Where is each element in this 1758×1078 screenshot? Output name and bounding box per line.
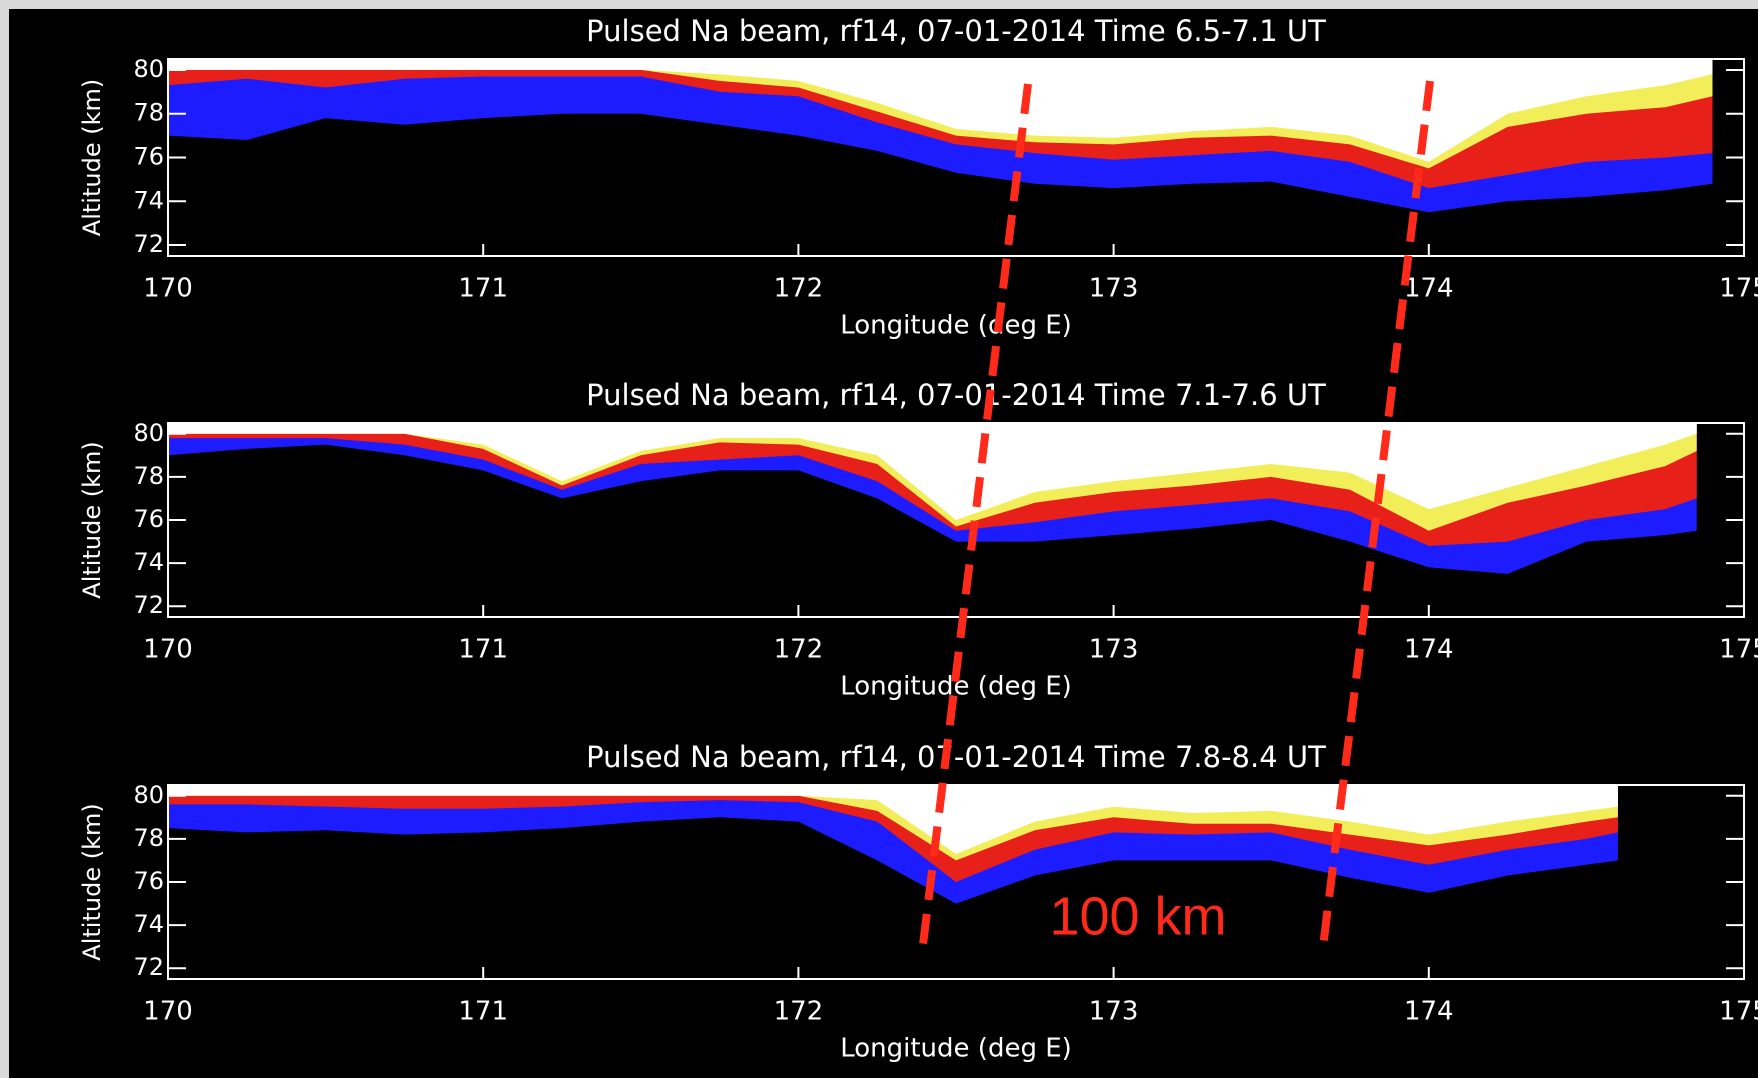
y-tick-label: 80 — [133, 781, 164, 809]
y-tick-label: 74 — [133, 186, 164, 214]
panel-title: Pulsed Na beam, rf14, 07-01-2014 Time 7.… — [586, 378, 1326, 412]
x-tick-label: 174 — [1404, 997, 1454, 1027]
wave-front-lines — [918, 80, 1434, 954]
x-tick-label: 174 — [1404, 274, 1454, 304]
y-tick-label: 78 — [133, 462, 164, 490]
panel-title: Pulsed Na beam, rf14, 07-01-2014 Time 6.… — [586, 14, 1326, 48]
y-axis-label: Altitude (km) — [78, 803, 106, 960]
y-tick-label: 76 — [133, 505, 164, 533]
y-tick-label: 80 — [133, 419, 164, 447]
contour-band — [168, 423, 1697, 520]
x-tick-label: 171 — [458, 997, 508, 1027]
y-tick-label: 80 — [133, 55, 164, 83]
x-tick-label: 172 — [774, 274, 824, 304]
x-tick-label: 173 — [1089, 635, 1139, 665]
panel-title: Pulsed Na beam, rf14, 07-01-2014 Time 7.… — [586, 740, 1326, 774]
contour-band — [168, 785, 1618, 854]
dashed-line — [1319, 80, 1434, 948]
dashed-line — [918, 83, 1032, 954]
x-tick-label: 173 — [1089, 997, 1139, 1027]
y-tick-label: 72 — [133, 953, 164, 981]
x-axis-label: Longitude (deg E) — [840, 1034, 1072, 1064]
x-axis-label: Longitude (deg E) — [840, 311, 1072, 341]
y-tick-label: 72 — [133, 591, 164, 619]
x-tick-label: 175 — [1719, 997, 1758, 1027]
y-tick-label: 78 — [133, 99, 164, 127]
x-tick-label: 171 — [458, 635, 508, 665]
panel: Pulsed Na beam, rf14, 07-01-2014 Time 6.… — [78, 14, 1758, 341]
y-tick-label: 74 — [133, 548, 164, 576]
panel: Pulsed Na beam, rf14, 07-01-2014 Time 7.… — [78, 378, 1758, 702]
y-axis-label: Altitude (km) — [78, 441, 106, 598]
annotation: 100 km — [1049, 886, 1226, 946]
x-tick-label: 172 — [774, 997, 824, 1027]
panel: Pulsed Na beam, rf14, 07-01-2014 Time 7.… — [78, 740, 1758, 1064]
x-tick-label: 173 — [1089, 274, 1139, 304]
x-tick-label: 170 — [143, 274, 193, 304]
x-tick-label: 170 — [143, 635, 193, 665]
y-tick-label: 72 — [133, 230, 164, 258]
y-axis-label: Altitude (km) — [78, 79, 106, 236]
y-tick-label: 78 — [133, 824, 164, 852]
panels: Pulsed Na beam, rf14, 07-01-2014 Time 6.… — [78, 14, 1758, 1064]
contour-band — [168, 59, 1713, 162]
x-tick-label: 175 — [1719, 274, 1758, 304]
x-tick-label: 174 — [1404, 635, 1454, 665]
y-tick-label: 76 — [133, 143, 164, 171]
x-tick-label: 170 — [143, 997, 193, 1027]
x-tick-label: 175 — [1719, 635, 1758, 665]
x-tick-label: 172 — [774, 635, 824, 665]
y-tick-label: 74 — [133, 910, 164, 938]
x-tick-label: 171 — [458, 274, 508, 304]
y-tick-label: 76 — [133, 867, 164, 895]
